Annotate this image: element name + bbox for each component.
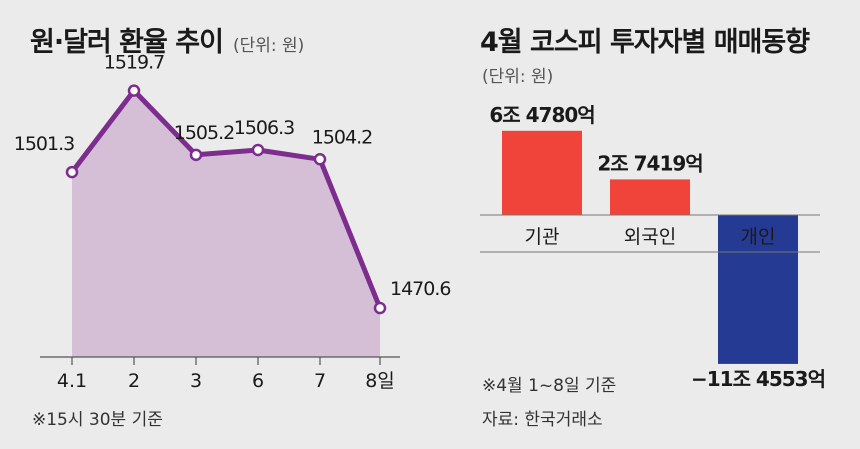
data-label: 1519.7 [104,52,164,74]
data-point [127,84,141,97]
data-point [373,301,387,315]
bar [610,179,690,215]
category-label: 기관 [525,226,560,248]
investor-trading-unit: (단위: 원) [482,67,554,87]
series-line [69,88,383,311]
category-label: 외국인 [624,226,676,248]
exchange-rate-title: 원·달러 환율 추이 (단위: 원) [30,20,304,59]
data-label: 1470.6 [390,278,450,300]
x-tick-label: 3 [190,370,202,392]
exchange-rate-chart: 4.1 2 3 6 7 8일 1501.3 1519.7 1505.2 1506.3 1504.2 1… [14,52,452,392]
x-tick-label: 4.1 [57,370,87,392]
exchange-rate-panel: 원·달러 환율 추이 (단위: 원) 4.1 2 3 6 7 8일 1501.3 1519.7 1… [14,20,452,430]
investor-trading-source: 자료: 한국거래소 [482,410,603,430]
data-label: 1505.2 [174,122,234,144]
x-tick-label: 8일 [365,370,395,392]
exchange-rate-title-text: 원·달러 환율 추이 [30,27,224,58]
data-point [251,143,265,157]
data-point [313,153,327,166]
x-tick-label: 2 [128,370,140,392]
bar-value-label: 2조 7419억 [597,151,702,175]
exchange-rate-unit: (단위: 원) [232,36,305,56]
x-tick-label: 7 [314,370,326,392]
bar [718,215,798,364]
investor-trading-note: ※4월 1~8일 기준 [482,376,617,396]
category-label: 개인 [741,226,776,248]
bar-value-label: −11조 4553억 [691,367,825,391]
data-label: 1506.3 [234,117,294,139]
bar [502,130,582,215]
x-tick-label: 6 [252,370,264,392]
exchange-rate-note: ※15시 30분 기준 [32,410,163,430]
investor-trading-panel: 4월 코스피 투자자별 매매동향 (단위: 원) 6조 4780억 2조 7419… [440,0,860,449]
investor-trading-title: 4월 코스피 투자자별 매매동향 [480,27,810,58]
data-point [189,148,203,162]
data-label: 1501.3 [14,133,74,155]
bar-value-label: 6조 4780억 [489,103,594,127]
data-label: 1504.2 [312,126,372,148]
data-point [65,165,79,179]
